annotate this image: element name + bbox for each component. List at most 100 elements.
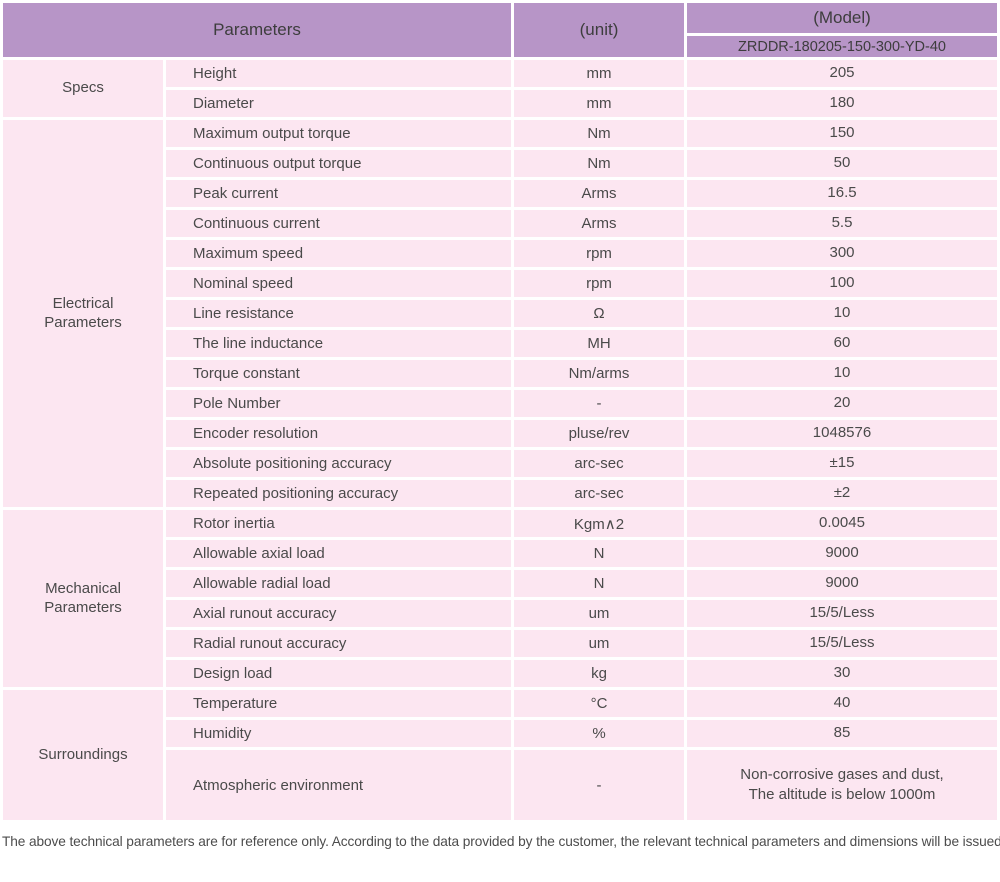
section-label: Surroundings (3, 690, 163, 820)
table-row: Allowable axial load N 9000 (3, 540, 997, 567)
section-label: Specs (3, 60, 163, 117)
unit-cell: % (514, 720, 684, 747)
value-cell: 60 (687, 330, 997, 357)
reference-footnote: The above technical parameters are for r… (2, 834, 1000, 849)
parameter-cell: Repeated positioning accuracy (166, 480, 511, 507)
table-row: Nominal speed rpm 100 (3, 270, 997, 297)
value-cell: 0.0045 (687, 510, 997, 537)
unit-cell: Arms (514, 210, 684, 237)
table-row: Pole Number -20 (3, 390, 997, 417)
table-row: Absolute positioning accuracy arc-sec ±15 (3, 450, 997, 477)
parameter-cell: Allowable radial load (166, 570, 511, 597)
parameter-cell: Maximum speed (166, 240, 511, 267)
parameter-cell: Axial runout accuracy (166, 600, 511, 627)
section-label: Electrical Parameters (3, 120, 163, 507)
parameter-cell: Diameter (166, 90, 511, 117)
value-cell: 5.5 (687, 210, 997, 237)
table-row: Mechanical Parameters Rotor inertia Kgm∧2 0… (3, 510, 997, 687)
unit-cell: kg (514, 660, 684, 687)
value-cell: 205 (687, 60, 997, 87)
table-row: Repeated positioning accuracy arc-sec ±2 (3, 480, 997, 507)
value-cell: 100 (687, 270, 997, 297)
table-row: Peak current Arms 16.5 (3, 180, 997, 207)
unit-cell: rpm (514, 270, 684, 297)
table-header: Parameters (unit) (Model) ZRDDR-180205-1… (3, 3, 997, 57)
model-header-cell: (Model) (687, 3, 997, 33)
value-cell: 9000 (687, 570, 997, 597)
value-cell: ±15 (687, 450, 997, 477)
unit-cell: MH (514, 330, 684, 357)
table-row: Atmospheric environment - Non-corrosive ga… (3, 750, 997, 820)
parameter-cell: Pole Number (166, 390, 511, 417)
unit-cell: um (514, 630, 684, 657)
parameter-cell: Continuous output torque (166, 150, 511, 177)
unit-cell: arc-sec (514, 450, 684, 477)
unit-cell: Ω (514, 300, 684, 327)
value-cell: ±2 (687, 480, 997, 507)
table-row: Diameter mm 180 (3, 90, 997, 117)
value-cell: 40 (687, 690, 997, 717)
table-row: Encoder resolution pluse/rev 1048576 (3, 420, 997, 447)
value-cell: 85 (687, 720, 997, 747)
header-row-model: ZRDDR-180205-150-300-YD-40 (3, 36, 997, 57)
table-row: Electrical Parameters Maximum output torq… (3, 120, 997, 507)
unit-cell: rpm (514, 240, 684, 267)
unit-header-cell: (unit) (514, 3, 684, 57)
value-cell: 9000 (687, 540, 997, 567)
parameter-cell: Design load (166, 660, 511, 687)
table-row: Specs Height mm 205 (3, 60, 997, 117)
unit-cell: Nm/arms (514, 360, 684, 387)
unit-cell: mm (514, 60, 684, 87)
table-row: Axial runout accuracy um 15/5/Less (3, 600, 997, 627)
unit-cell: Nm (514, 120, 684, 147)
parameters-header-cell: Parameters (3, 3, 511, 57)
parameter-cell: Peak current (166, 180, 511, 207)
parameter-cell: Height (166, 60, 511, 87)
unit-cell: pluse/rev (514, 420, 684, 447)
parameter-cell: Line resistance (166, 300, 511, 327)
parameter-table: Parameters (unit) (Model) ZRDDR-180205-1… (3, 3, 997, 820)
table-row: Line resistance Ω 10 (3, 300, 997, 327)
parameter-cell: Absolute positioning accuracy (166, 450, 511, 477)
value-cell: 10 (687, 300, 997, 327)
table-body: Specs Height mm 205 Diameter mm 180 Electrical … (3, 60, 997, 820)
unit-cell: - (514, 750, 684, 820)
unit-cell: arc-sec (514, 480, 684, 507)
unit-cell: um (514, 600, 684, 627)
section-label: Mechanical Parameters (3, 510, 163, 687)
value-cell: 16.5 (687, 180, 997, 207)
value-cell: 20 (687, 390, 997, 417)
parameter-cell: Encoder resolution (166, 420, 511, 447)
parameter-cell: Maximum output torque (166, 120, 511, 147)
model-number-cell: ZRDDR-180205-150-300-YD-40 (687, 36, 997, 57)
parameter-cell: Atmospheric environment (166, 750, 511, 820)
unit-cell: Arms (514, 180, 684, 207)
parameter-cell: Temperature (166, 690, 511, 717)
header-row-top: Parameters (unit) (Model) (3, 3, 997, 57)
table-row: Continuous output torque Nm 50 (3, 150, 997, 177)
parameter-cell: Allowable axial load (166, 540, 511, 567)
unit-cell: °C (514, 690, 684, 717)
unit-cell: Kgm∧2 (514, 510, 684, 537)
parameter-cell: Torque constant (166, 360, 511, 387)
table-row: Torque constant Nm/arms 10 (3, 360, 997, 387)
unit-cell: N (514, 540, 684, 567)
table-row: Humidity% 85 (3, 720, 997, 747)
table-row: Surroundings Temperature °C 40 (3, 690, 997, 820)
table-row: Design load kg 30 (3, 660, 997, 687)
value-cell: 1048576 (687, 420, 997, 447)
table-row: Maximum speed rpm 300 (3, 240, 997, 267)
value-cell: 180 (687, 90, 997, 117)
value-cell: 150 (687, 120, 997, 147)
parameter-cell: The line inductance (166, 330, 511, 357)
table-row: Continuous current Arms 5.5 (3, 210, 997, 237)
parameter-cell: Nominal speed (166, 270, 511, 297)
unit-cell: - (514, 390, 684, 417)
parameter-cell: Humidity (166, 720, 511, 747)
unit-cell: mm (514, 90, 684, 117)
value-cell: 50 (687, 150, 997, 177)
value-cell: 300 (687, 240, 997, 267)
unit-cell: Nm (514, 150, 684, 177)
table-row: Allowable radial load N 9000 (3, 570, 997, 597)
